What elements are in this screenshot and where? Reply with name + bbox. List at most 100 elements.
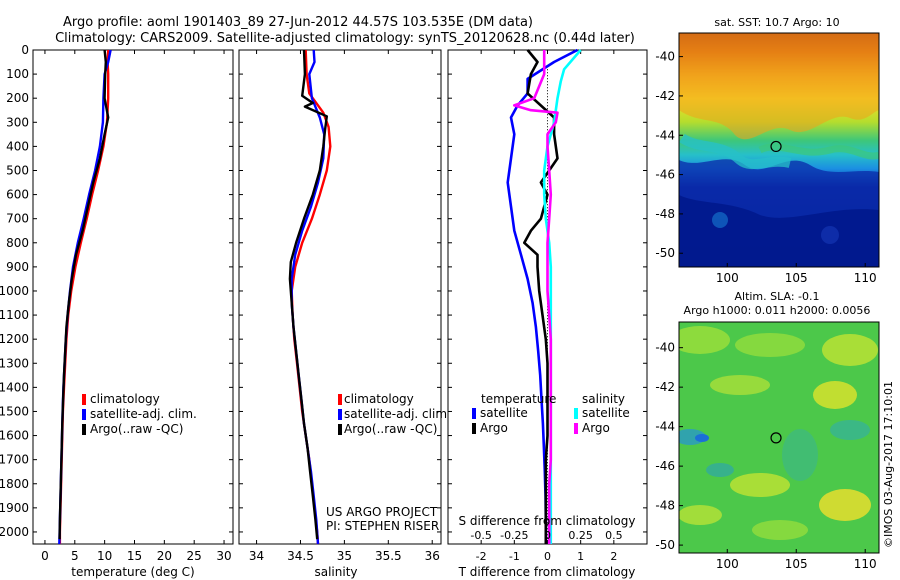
x-tick-label: 0	[544, 550, 551, 563]
lat-tick-label: -48	[655, 207, 675, 221]
s-difference-axis-label: S difference from climatology	[459, 514, 636, 528]
depth-tick-label: 1000	[0, 284, 29, 298]
lon-tick-label: 105	[785, 271, 808, 285]
difference-panel: -2 -1 0 1 2 T difference from climatology S …	[447, 48, 648, 579]
temperature-axis-label: temperature (deg C)	[71, 565, 194, 579]
depth-tick-label: 0	[21, 43, 29, 57]
sla-blob	[695, 434, 709, 442]
lat-tick-label: -40	[655, 50, 675, 64]
legend-label-temp-argo: Argo	[480, 421, 508, 435]
legend-swatch-satellite	[338, 409, 342, 420]
depth-tick-label: 100	[6, 67, 29, 81]
sst-front-secondary	[758, 143, 879, 160]
lon-tick-label: 100	[716, 271, 739, 285]
legend-swatch-temp-argo	[472, 423, 476, 434]
temperature-profile-lines	[58, 49, 112, 545]
sst-deep-cold	[679, 195, 879, 267]
depth-tick-label: 1800	[0, 477, 29, 491]
s-difference-tick-label: -0.5	[470, 529, 491, 542]
series-line-argo-raw-qc	[58, 49, 110, 540]
s-difference-tick-labels: -0.5 -0.25 0 0.25 0.5	[470, 529, 622, 542]
x-tick-label: 15	[127, 549, 142, 563]
x-tick-label: 34	[249, 549, 264, 563]
salinity-axis-ticks: 34 34.5 35 35.5 36	[239, 49, 441, 563]
sst-axis-ticks: 100 105 110 -40 -42 -44 -46 -48 -50	[655, 50, 876, 285]
legend-title-salinity: salinity	[582, 392, 625, 406]
lon-tick-label: 105	[785, 557, 808, 571]
sst-warm-tongue	[679, 33, 879, 140]
legend-label-climatology: climatology	[344, 392, 414, 406]
depth-tick-label: 1900	[0, 501, 29, 515]
lat-tick-label: -46	[655, 168, 675, 182]
sla-map-title-line1: Altim. SLA: -0.1	[734, 290, 819, 303]
depth-tick-label: 500	[6, 163, 29, 177]
depth-tick-label: 700	[6, 212, 29, 226]
legend-label-satellite: satellite-adj. clim.	[90, 407, 197, 421]
legend-title-temperature: temperature	[481, 392, 556, 406]
sla-axis-ticks: 100 105 110 -40 -42 -44 -46 -48 -50	[655, 341, 876, 571]
sst-map-frame	[678, 32, 880, 268]
series-line-argo-raw-qc	[288, 49, 328, 540]
sla-blob	[782, 429, 818, 481]
x-tick-label: 35	[337, 549, 352, 563]
x-tick-label: -2	[476, 550, 487, 563]
lon-tick-label: 110	[854, 557, 877, 571]
legend-swatch-satellite	[82, 409, 86, 420]
project-credit: US ARGO PROJECT	[326, 505, 438, 519]
depth-tick-label: 1700	[0, 453, 29, 467]
depth-tick-label: 300	[6, 115, 29, 129]
x-tick-label: 5	[71, 549, 79, 563]
difference-axis-ticks: -2 -1 0 1 2	[448, 49, 647, 563]
lat-tick-label: -50	[655, 538, 675, 552]
legend-label-sal-argo: Argo	[582, 421, 610, 435]
sst-front	[679, 133, 792, 170]
temperature-legend: climatology satellite-adj. clim. Argo(..…	[82, 392, 197, 436]
sst-eddy	[821, 226, 839, 244]
figure-title-line2: Climatology: CARS2009. Satellite-adjuste…	[55, 31, 635, 46]
s-difference-tick-label: 0	[544, 529, 551, 542]
imos-timestamp: ©IMOS 03-Aug-2017 17:10:01	[882, 381, 895, 548]
lat-tick-label: -42	[655, 380, 675, 394]
difference-legend: temperature salinity satellite Argo sate…	[472, 392, 630, 435]
legend-swatch-argo	[338, 424, 342, 435]
temperature-axis-ticks: 0100200300400500600700800900100011001200…	[0, 43, 233, 563]
difference-profile-lines	[506, 48, 582, 544]
x-tick-label: 34.5	[287, 549, 314, 563]
s-difference-tick-label: 0.5	[605, 529, 623, 542]
salinity-profile-lines	[288, 49, 332, 545]
sst-heatmap-field	[679, 33, 879, 267]
depth-tick-label: 2000	[0, 525, 29, 539]
depth-tick-label: 600	[6, 188, 29, 202]
legend-swatch-sal-argo	[574, 423, 578, 434]
salinity-legend: climatology satellite-adj. clim. Argo(..…	[338, 392, 451, 436]
sla-blob	[679, 505, 722, 525]
x-tick-label: 35.5	[375, 549, 402, 563]
x-tick-label: 10	[97, 549, 112, 563]
lat-tick-label: -44	[655, 128, 675, 142]
figure-title-line1: Argo profile: aoml 1901403_89 27-Jun-201…	[63, 15, 533, 30]
sla-blob	[813, 381, 857, 409]
legend-label-argo: Argo(..raw -QC)	[90, 422, 183, 436]
salinity-panel: 34 34.5 35 35.5 36 salinity climatology sate…	[238, 49, 451, 579]
depth-tick-label: 1400	[0, 380, 29, 394]
sst-eddy	[712, 212, 728, 228]
x-tick-label: 30	[216, 549, 231, 563]
pi-credit: PI: STEPHEN RISER	[326, 519, 439, 533]
salinity-plot-frame	[238, 49, 442, 545]
temperature-plot-frame	[32, 49, 234, 545]
x-tick-label: 1	[577, 550, 584, 563]
sla-heatmap-field	[679, 322, 879, 553]
depth-tick-label: 1200	[0, 332, 29, 346]
sla-blob	[706, 463, 734, 477]
x-tick-label: 36	[425, 549, 440, 563]
x-tick-label: 25	[187, 549, 202, 563]
lon-tick-label: 110	[854, 271, 877, 285]
legend-label-temp-satellite: satellite	[480, 406, 528, 420]
t-difference-axis-label: T difference from climatology	[458, 565, 636, 579]
temperature-panel: 0100200300400500600700800900100011001200…	[0, 43, 234, 579]
depth-tick-label: 1300	[0, 356, 29, 370]
sla-map-title-line2: Argo h1000: 0.011 h2000: 0.0056	[684, 304, 871, 317]
s-difference-tick-label: -0.25	[500, 529, 528, 542]
lat-tick-label: -48	[655, 499, 675, 513]
sla-map-frame	[678, 321, 880, 554]
